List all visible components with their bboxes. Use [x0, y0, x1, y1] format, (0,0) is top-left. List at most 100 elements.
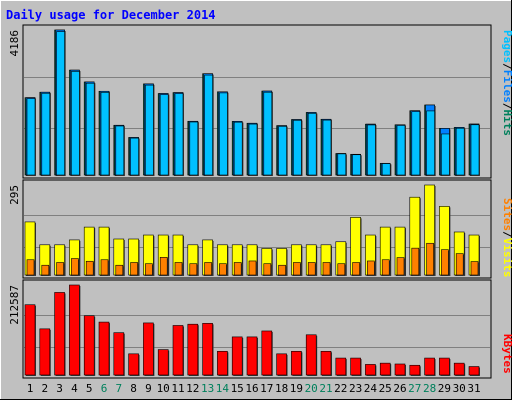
- hits-legend-separator: /: [501, 63, 512, 70]
- kbytes-bar: [157, 349, 169, 376]
- day-label: 13: [201, 382, 214, 395]
- pages-bar: [159, 94, 169, 176]
- sites-bar: [219, 263, 227, 276]
- chart-title: Daily usage for December 2014: [6, 8, 216, 22]
- kbytes-bar: [113, 332, 125, 376]
- chart-bars: [24, 29, 480, 376]
- sites-bar: [396, 257, 405, 276]
- day-label: 11: [171, 382, 184, 395]
- sites-bar: [233, 262, 242, 276]
- visits-legend-item: Visits: [501, 238, 512, 278]
- day-label: 17: [260, 382, 273, 395]
- kbytes-bar: [350, 357, 361, 376]
- sites-bar: [115, 264, 124, 276]
- kbytes-bar: [217, 350, 228, 376]
- kbytes-bar: [468, 366, 480, 376]
- sites-bar: [56, 262, 64, 276]
- kbytes-bar: [69, 284, 80, 376]
- day-label: 25: [379, 382, 392, 395]
- pages-bar: [26, 98, 36, 176]
- visits-legend-separator: /: [501, 231, 512, 238]
- kbytes-bar: [379, 362, 391, 376]
- sites-bar: [41, 264, 50, 276]
- pages-bar: [56, 31, 65, 176]
- day-label: 5: [86, 382, 93, 395]
- pages-bar: [71, 71, 80, 176]
- pages-bar: [470, 124, 480, 176]
- day-label: 20: [305, 382, 318, 395]
- pages-bar: [145, 84, 154, 176]
- sites-bar: [426, 242, 434, 276]
- sites-bar: [174, 262, 183, 276]
- day-label: 6: [101, 382, 108, 395]
- sites-bar: [455, 253, 464, 276]
- day-label: 10: [157, 382, 170, 395]
- day-label: 23: [349, 382, 362, 395]
- kbytes-bar: [24, 304, 36, 376]
- day-label: 12: [186, 382, 199, 395]
- pages-bar: [278, 126, 287, 176]
- hits-max-tick-label: 4186: [8, 30, 21, 57]
- pages-bar: [426, 110, 435, 176]
- pages-bar: [219, 92, 228, 176]
- kbytes-bar: [187, 323, 199, 376]
- visits-max-tick-label: 295: [8, 185, 21, 205]
- kbytes-bar: [335, 357, 347, 376]
- kbytes-bar: [394, 363, 406, 376]
- kbytes-bar: [305, 334, 317, 376]
- day-label: 31: [467, 382, 480, 395]
- day-label: 9: [145, 382, 152, 395]
- visits-legend: Sites/Visits: [501, 198, 512, 278]
- sites-bar: [381, 259, 390, 276]
- day-label: 18: [275, 382, 288, 395]
- day-label: 4: [71, 382, 78, 395]
- kbytes-legend: KBytes: [501, 334, 512, 374]
- pages-bar: [337, 153, 347, 176]
- x-tick-labels: 1 2 3 4 5 6 7 8 9 10 11 12 13 14 15 16 17 18 19 20 21 22 23 24 2…: [27, 382, 481, 395]
- pages-bar: [85, 82, 95, 176]
- kbytes-bar: [365, 364, 376, 376]
- day-label: 8: [130, 382, 137, 395]
- sites-bar: [293, 262, 301, 276]
- y-tick-labels: 4186 295 212587: [8, 30, 21, 325]
- sites-bar: [441, 249, 449, 276]
- day-label: 2: [41, 382, 48, 395]
- sites-bar: [367, 260, 375, 276]
- kbytes-bar: [143, 322, 154, 376]
- sites-bar: [204, 262, 212, 276]
- sites-bar: [263, 263, 272, 276]
- kbytes-bar: [409, 364, 421, 376]
- pages-bar: [381, 163, 391, 176]
- sites-bar: [337, 263, 346, 276]
- pages-bar: [248, 123, 258, 176]
- hits-legend-item: Files: [501, 70, 512, 103]
- pages-bar: [441, 133, 450, 176]
- day-label: 28: [423, 382, 436, 395]
- pages-bar: [367, 124, 376, 176]
- kbytes-bar: [246, 336, 258, 376]
- pages-bar: [204, 74, 213, 176]
- day-label: 29: [438, 382, 451, 395]
- sites-bar: [100, 259, 109, 276]
- day-label: 27: [408, 382, 421, 395]
- visits-legend-item: Sites: [501, 198, 512, 231]
- pages-bar: [189, 121, 199, 176]
- sites-bar: [145, 263, 153, 276]
- pages-bar: [130, 137, 139, 176]
- sites-bar: [352, 262, 360, 276]
- day-label: 26: [393, 382, 406, 395]
- pages-bar: [293, 119, 302, 176]
- day-label: 14: [216, 382, 230, 395]
- sites-bar: [248, 260, 257, 276]
- hits-legend-item: Hits: [501, 110, 512, 137]
- sites-bar: [130, 262, 138, 276]
- kbytes-bar: [202, 323, 213, 376]
- kbytes-bar: [98, 321, 110, 376]
- kbytes-bar: [276, 353, 287, 376]
- day-label: 24: [364, 382, 378, 395]
- day-label: 21: [319, 382, 332, 395]
- pages-bar: [307, 113, 317, 176]
- hits-legend: Pages/Files/Hits: [501, 30, 512, 136]
